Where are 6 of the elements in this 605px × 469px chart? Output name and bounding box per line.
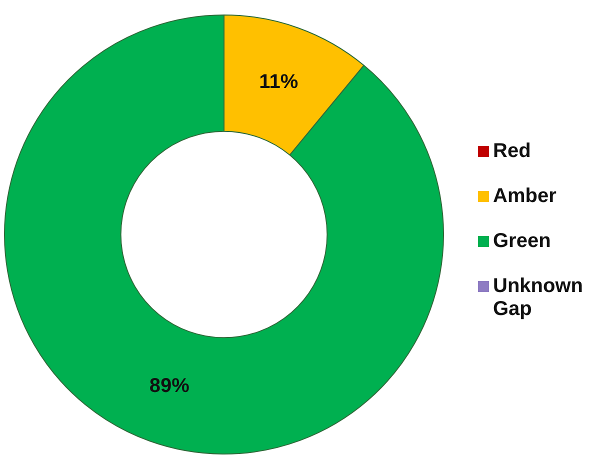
legend-label: Amber [493,185,558,208]
legend-label: Red [493,140,532,163]
data-label: 11% [259,71,298,94]
legend-label: Unknown Gap [493,275,584,321]
data-label: 89% [149,374,190,397]
legend-label: Green [493,230,552,253]
